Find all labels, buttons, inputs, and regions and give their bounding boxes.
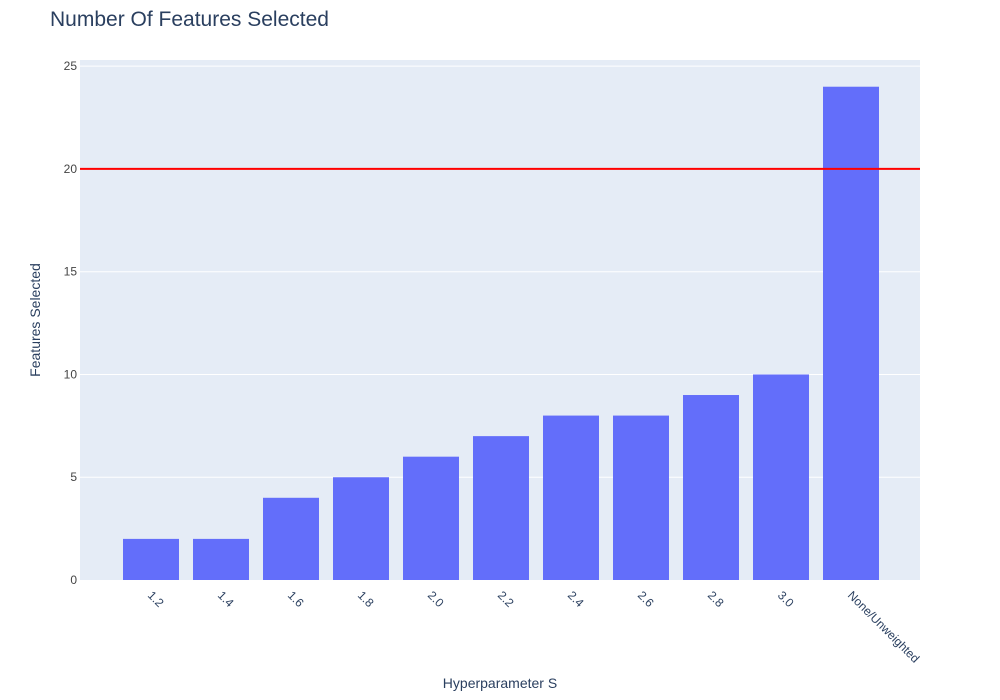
y-axis-label: Features Selected bbox=[27, 263, 43, 377]
bar bbox=[193, 538, 249, 580]
bar bbox=[333, 477, 389, 580]
x-tick-label: 3.0 bbox=[775, 588, 797, 610]
x-tick-label: 1.8 bbox=[355, 588, 377, 610]
bar bbox=[683, 395, 739, 580]
x-tick-label: 2.4 bbox=[565, 588, 587, 610]
x-axis-label: Hyperparameter S bbox=[443, 675, 557, 691]
y-tick-label: 20 bbox=[64, 162, 78, 176]
y-tick-label: 5 bbox=[70, 470, 77, 484]
x-tick-label: 2.6 bbox=[635, 588, 657, 610]
y-tick-label: 25 bbox=[64, 59, 78, 73]
y-tick-label: 10 bbox=[64, 367, 78, 381]
x-tick-label: 2.2 bbox=[495, 588, 517, 610]
bar bbox=[543, 415, 599, 580]
x-tick-label: 1.2 bbox=[145, 588, 167, 610]
bar bbox=[123, 538, 179, 580]
chart-title: Number Of Features Selected bbox=[50, 8, 329, 31]
y-tick-label: 15 bbox=[64, 265, 78, 279]
y-tick-label: 0 bbox=[70, 573, 77, 587]
bar bbox=[403, 456, 459, 580]
x-tick-label: 2.0 bbox=[425, 588, 447, 610]
bar bbox=[753, 374, 809, 580]
x-tick-label: 1.4 bbox=[215, 588, 237, 610]
bar bbox=[473, 436, 529, 580]
x-tick-label: None/Unweighted bbox=[845, 588, 922, 665]
bar bbox=[823, 86, 879, 581]
x-axis-ticks: 1.2 1.4 1.6 1.8 2.0 2.2 2.4 2.6 2.8 3.0 None/Unwei… bbox=[145, 588, 922, 665]
x-tick-label: 1.6 bbox=[285, 588, 307, 610]
y-axis-ticks: 0 5 10 15 20 25 bbox=[64, 59, 78, 587]
bar bbox=[263, 497, 319, 580]
x-tick-label: 2.8 bbox=[705, 588, 727, 610]
bar bbox=[613, 415, 669, 580]
